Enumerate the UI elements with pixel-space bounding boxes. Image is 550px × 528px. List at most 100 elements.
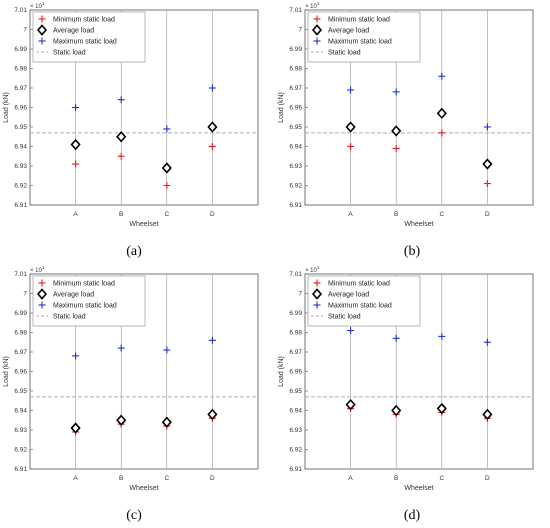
average-load-point-C [436, 402, 447, 415]
maximum-load-point-D [208, 84, 216, 92]
y-tick-label: 6.97 [14, 349, 27, 356]
average-load-point-B [391, 125, 402, 137]
legend-marker-maximum [38, 301, 46, 309]
maximum-load-point-A [347, 327, 355, 335]
y-tick-label: 6.94 [289, 408, 302, 415]
legend-marker-minimum [38, 279, 46, 287]
legend: Minimum static load Average load Maximum s… [32, 11, 146, 63]
maximum-load-point-A [72, 352, 80, 360]
y-tick-label: 6.93 [289, 427, 302, 434]
x-tick-label: D [485, 475, 490, 482]
legend-marker-maximum [38, 37, 46, 45]
x-tick-label: B [119, 475, 123, 482]
minimum-load-point-B [392, 144, 400, 152]
y-tick-label: 6.94 [14, 408, 27, 415]
x-axis-label: Wheelset [404, 485, 433, 492]
minimum-load-point-A [347, 143, 355, 150]
maximum-load-point-C [438, 332, 446, 340]
average-load-point-D [207, 408, 218, 421]
y-tick-label: 7 [23, 291, 27, 298]
minimum-load-point-D [208, 143, 216, 150]
maximum-load-point-A [72, 104, 80, 111]
legend-label-maximum: Maximum static load [328, 303, 392, 310]
maximum-load-point-B [117, 344, 125, 352]
legend-marker-minimum [313, 279, 321, 287]
y-tick-label: 6.91 [289, 466, 302, 473]
chart-panel-a: 6.91 6.92 6.93 6.94 6.95 6.96 6.97 6.98 6.99 7 7.0… [3, 1, 259, 228]
average-load-point-D [482, 408, 493, 421]
panel-caption-a: (a) [126, 244, 142, 259]
y-tick-label: 6.99 [289, 46, 302, 53]
legend-label-average: Average load [53, 292, 94, 299]
minimum-load-point-D [483, 180, 491, 188]
y-tick-label: 7.01 [14, 271, 27, 278]
x-tick-label: C [439, 475, 444, 482]
y-tick-label: 6.95 [289, 388, 302, 395]
y-tick-label: 6.96 [289, 369, 302, 376]
average-load-point-C [161, 416, 172, 428]
maximum-load-point-D [483, 123, 491, 131]
y-tick-label: 6.93 [14, 163, 27, 170]
y-tick-label: 6.94 [14, 144, 27, 151]
legend-label-minimum: Minimum static load [328, 281, 390, 288]
maximum-load-point-C [163, 346, 171, 354]
legend-marker-average [36, 24, 48, 36]
y-tick-label: 6.91 [14, 466, 27, 473]
legend-label-static: Static load [53, 314, 86, 321]
axis-exponent: × 101 [30, 265, 45, 274]
x-tick-label: A [73, 211, 78, 218]
axis-exponent: × 101 [30, 1, 45, 10]
legend-label-average: Average load [328, 28, 369, 35]
legend-label-average: Average load [328, 292, 369, 299]
y-tick-label: 6.97 [289, 85, 302, 92]
maximum-load-point-D [208, 336, 216, 344]
y-tick-label: 6.92 [289, 183, 302, 190]
panel-caption-b: (b) [403, 244, 421, 259]
y-tick-label: 6.95 [289, 124, 302, 131]
y-tick-label: 6.93 [289, 163, 302, 170]
maximum-load-point-B [117, 96, 125, 104]
panel-caption-c: (c) [126, 508, 142, 523]
x-tick-label: C [439, 211, 444, 218]
y-tick-label: 6.97 [14, 85, 27, 92]
legend: Minimum static load Average load Maximum s… [32, 275, 146, 327]
y-tick-label: 6.95 [14, 388, 27, 395]
average-load-point-D [207, 121, 218, 133]
legend-marker-average [311, 24, 323, 36]
y-tick-label: 6.92 [14, 447, 27, 454]
maximum-load-point-B [392, 334, 400, 342]
legend-label-static: Static load [328, 314, 361, 321]
legend-label-minimum: Minimum static load [53, 17, 115, 24]
axis-exponent-power: 1 [42, 265, 45, 270]
axis-exponent-power: 1 [317, 1, 320, 6]
average-load-point-B [116, 414, 127, 426]
average-load-point-A [70, 422, 81, 434]
maximum-load-point-D [483, 338, 491, 346]
x-tick-label: C [164, 211, 169, 218]
legend-label-maximum: Maximum static load [328, 39, 392, 46]
axis-exponent: × 101 [305, 265, 320, 274]
legend-label-minimum: Minimum static load [53, 281, 115, 288]
y-tick-label: 6.91 [289, 202, 302, 209]
panel-caption-d: (d) [403, 508, 421, 523]
chart-panel-b: 6.91 6.92 6.93 6.94 6.95 6.96 6.97 6.98 6.99 7 7.0… [278, 1, 534, 228]
y-tick-label: 6.96 [289, 105, 302, 112]
x-tick-label: B [394, 211, 398, 218]
y-tick-label: 6.99 [14, 310, 27, 317]
x-axis-label: Wheelset [129, 221, 158, 228]
legend-label-minimum: Minimum static load [328, 17, 390, 24]
average-load-point-A [345, 398, 356, 411]
legend-marker-maximum [313, 301, 321, 309]
minimum-load-point-C [163, 182, 171, 189]
x-tick-label: A [73, 475, 78, 482]
y-tick-label: 6.92 [14, 183, 27, 190]
average-load-point-A [345, 121, 356, 133]
y-tick-label: 6.98 [14, 66, 27, 73]
maximum-load-point-A [347, 86, 355, 94]
axis-exponent-power: 1 [317, 265, 320, 270]
legend: Minimum static load Average load Maximum s… [307, 275, 421, 327]
legend-marker-maximum [313, 37, 321, 45]
y-tick-label: 6.97 [289, 349, 302, 356]
minimum-load-point-C [438, 129, 446, 137]
